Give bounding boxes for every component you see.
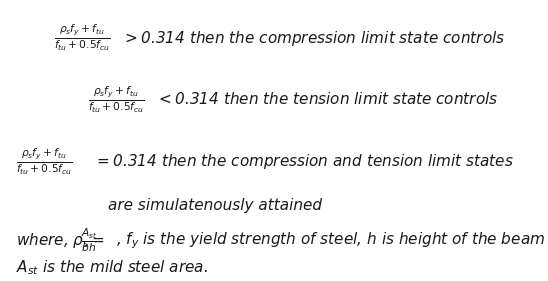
Text: $\frac{\rho_s f_y + f_{tu}}{f_{tu}+0.5f_{cu}}$: $\frac{\rho_s f_y + f_{tu}}{f_{tu}+0.5f_… [88,84,145,115]
Text: where, $\rho_s =$: where, $\rho_s =$ [15,231,104,250]
Text: $\frac{A_{st}}{bh}$: $\frac{A_{st}}{bh}$ [82,226,99,254]
Text: , $f_y$ is the yield strength of steel, h is height of the beam: , $f_y$ is the yield strength of steel, … [116,230,545,251]
Text: $A_{st}$ is the mild steel area.: $A_{st}$ is the mild steel area. [15,258,208,277]
Text: $<$0.314 then the tension limit state controls: $<$0.314 then the tension limit state co… [156,91,498,107]
Text: are simulatenously attained: are simulatenously attained [109,198,322,212]
Text: $\frac{\rho_s f_y + f_{tu}}{f_{tu}+0.5f_{cu}}$: $\frac{\rho_s f_y + f_{tu}}{f_{tu}+0.5f_… [54,23,111,53]
Text: $>$0.314 then the compression limit state controls: $>$0.314 then the compression limit stat… [122,29,505,47]
Text: $=$0.314 then the compression and tension limit states: $=$0.314 then the compression and tensio… [94,152,514,171]
Text: $\frac{\rho_s f_y + f_{tu}}{f_{tu}+0.5f_{cu}}$: $\frac{\rho_s f_y + f_{tu}}{f_{tu}+0.5f_… [15,146,72,177]
